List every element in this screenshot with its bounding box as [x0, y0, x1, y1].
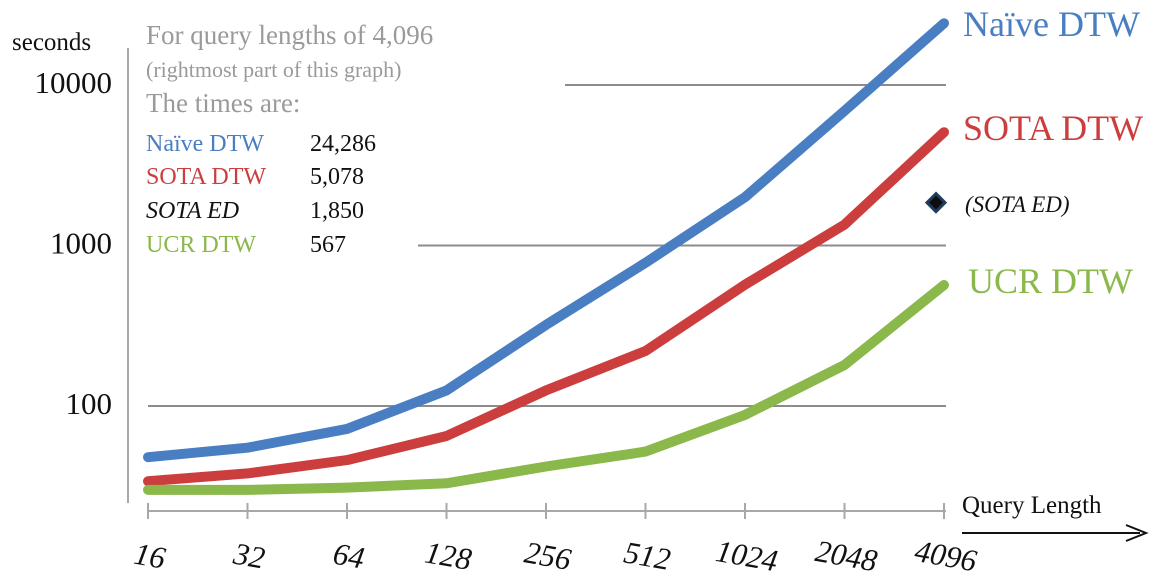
x-tick-label: 256 — [522, 534, 574, 577]
time-label-ucr: UCR DTW — [146, 232, 256, 258]
annotation: For query lengths of 4,096 (rightmost pa… — [146, 20, 433, 258]
x-tick-label: 32 — [230, 536, 268, 576]
time-value-sota-ed: 1,850 — [310, 198, 364, 224]
x-axis-label-group: Query Length — [962, 492, 1149, 542]
time-label-naive: Naïve DTW — [146, 131, 264, 157]
time-value-ucr: 567 — [310, 232, 346, 258]
x-tick-label: 16 — [132, 536, 169, 576]
series-line-1 — [143, 127, 949, 487]
time-label-sota-ed: SOTA ED — [146, 198, 239, 224]
series-line-2 — [143, 280, 949, 495]
annotation-line-3: The times are: — [146, 88, 300, 118]
x-tick-label: 64 — [331, 536, 368, 576]
y-tick-label: 1000 — [50, 226, 112, 261]
series-label-sota-dtw: SOTA DTW — [963, 108, 1143, 148]
y-tick-label: 100 — [66, 386, 113, 421]
y-axis-label: seconds — [12, 29, 91, 56]
x-tick-label: 4096 — [912, 533, 980, 578]
x-ticks: 16 32 64 128 256 512 1024 2048 4096 — [132, 503, 980, 578]
grid-lines — [148, 84, 946, 407]
y-ticks: 100 1000 10000 — [35, 65, 113, 421]
series-lines — [143, 18, 949, 495]
point-markers — [924, 191, 948, 214]
x-tick-label: 512 — [621, 534, 673, 577]
series-line-0 — [143, 18, 949, 463]
time-value-sota-dtw: 5,078 — [310, 164, 364, 190]
annotation-line-2: (rightmost part of this graph) — [146, 57, 401, 82]
annotation-line-1: For query lengths of 4,096 — [146, 20, 433, 50]
time-value-naive: 24,286 — [310, 131, 376, 157]
time-label-sota-dtw: SOTA DTW — [146, 164, 266, 190]
y-tick-label: 10000 — [35, 65, 113, 100]
x-axis-arrow-head — [1125, 524, 1149, 542]
series-label-ucr: UCR DTW — [968, 261, 1133, 301]
point-marker-0 — [924, 191, 948, 214]
x-tick-label: 128 — [422, 534, 474, 577]
x-axis-label: Query Length — [962, 492, 1102, 519]
series-labels: Naïve DTW SOTA DTW (SOTA ED) UCR DTW — [963, 4, 1143, 301]
x-tick-label: 1024 — [713, 533, 780, 578]
series-label-naive: Naïve DTW — [963, 4, 1140, 44]
x-tick-label: 2048 — [813, 533, 881, 578]
series-label-sota-ed: (SOTA ED) — [965, 192, 1070, 217]
